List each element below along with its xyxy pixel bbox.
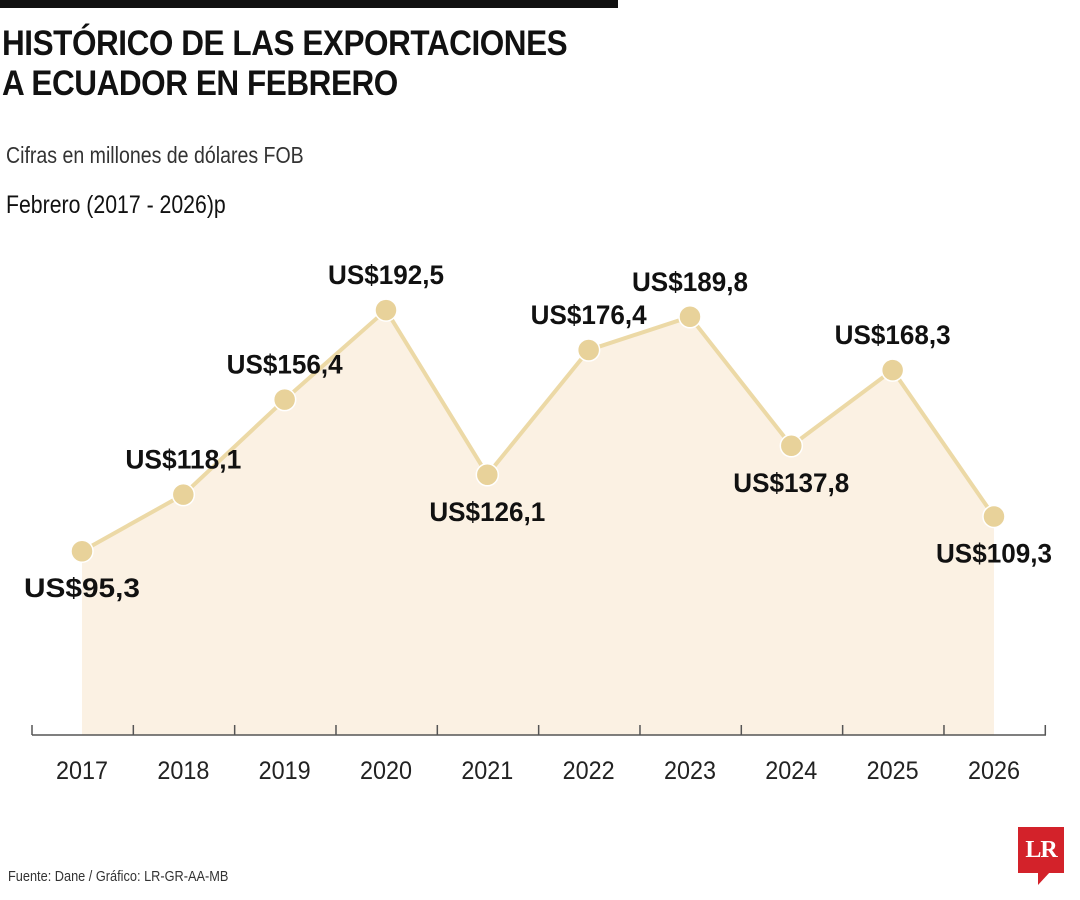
- data-point-2023: [678, 305, 702, 329]
- data-label-2022: US$176,4: [531, 300, 647, 330]
- data-point-2022: [576, 338, 601, 362]
- data-point-2021: [475, 463, 500, 487]
- data-label-2026: US$109,3: [936, 538, 1052, 568]
- chart-subtitle: Cifras en millones de dólares FOB: [6, 142, 304, 168]
- data-point-2024: [779, 434, 804, 458]
- x-tick-label-2022: 2022: [563, 757, 615, 785]
- data-label-2023: US$189,8: [632, 267, 748, 297]
- top-rule: [0, 0, 618, 8]
- source-note: Fuente: Dane / Gráfico: LR-GR-AA-MB: [8, 868, 229, 885]
- x-tick-label-2017: 2017: [56, 757, 108, 785]
- data-point-2017: [70, 539, 94, 563]
- lr-logo-tail: [1038, 872, 1050, 885]
- x-tick-label-2019: 2019: [259, 757, 311, 785]
- chart-title: HISTÓRICO DE LAS EXPORTACIONES A ECUADOR…: [2, 24, 632, 104]
- x-tick-label-2023: 2023: [664, 757, 716, 785]
- data-label-2021: US$126,1: [429, 497, 545, 527]
- x-tick-label-2026: 2026: [968, 757, 1020, 785]
- data-point-2019: [272, 387, 297, 412]
- chart-title-line-2: A ECUADOR EN FEBRERO: [2, 64, 398, 103]
- data-point-2020: [374, 298, 398, 322]
- x-tick-label-2025: 2025: [867, 757, 919, 785]
- data-label-2025: US$168,3: [835, 320, 951, 350]
- x-tick-label-2024: 2024: [765, 757, 817, 785]
- chart-title-line-1: HISTÓRICO DE LAS EXPORTACIONES: [2, 24, 568, 63]
- data-label-2018: US$118,1: [125, 445, 241, 475]
- series-line: [81, 308, 996, 553]
- x-tick-label-2018: 2018: [157, 757, 209, 785]
- data-label-2024: US$137,8: [733, 468, 849, 498]
- data-point-2018: [171, 482, 196, 507]
- data-label-2017: US$95,3: [24, 573, 140, 603]
- data-point-2026: [982, 504, 1006, 529]
- x-tick-label-2020: 2020: [360, 757, 412, 785]
- lr-logo: LR: [1018, 827, 1064, 873]
- x-tick-label-2021: 2021: [461, 757, 513, 785]
- data-point-2025: [880, 358, 905, 382]
- data-label-2019: US$156,4: [227, 350, 343, 380]
- chart-period: Febrero (2017 - 2026)p: [6, 191, 226, 219]
- data-label-2020: US$192,5: [328, 260, 444, 290]
